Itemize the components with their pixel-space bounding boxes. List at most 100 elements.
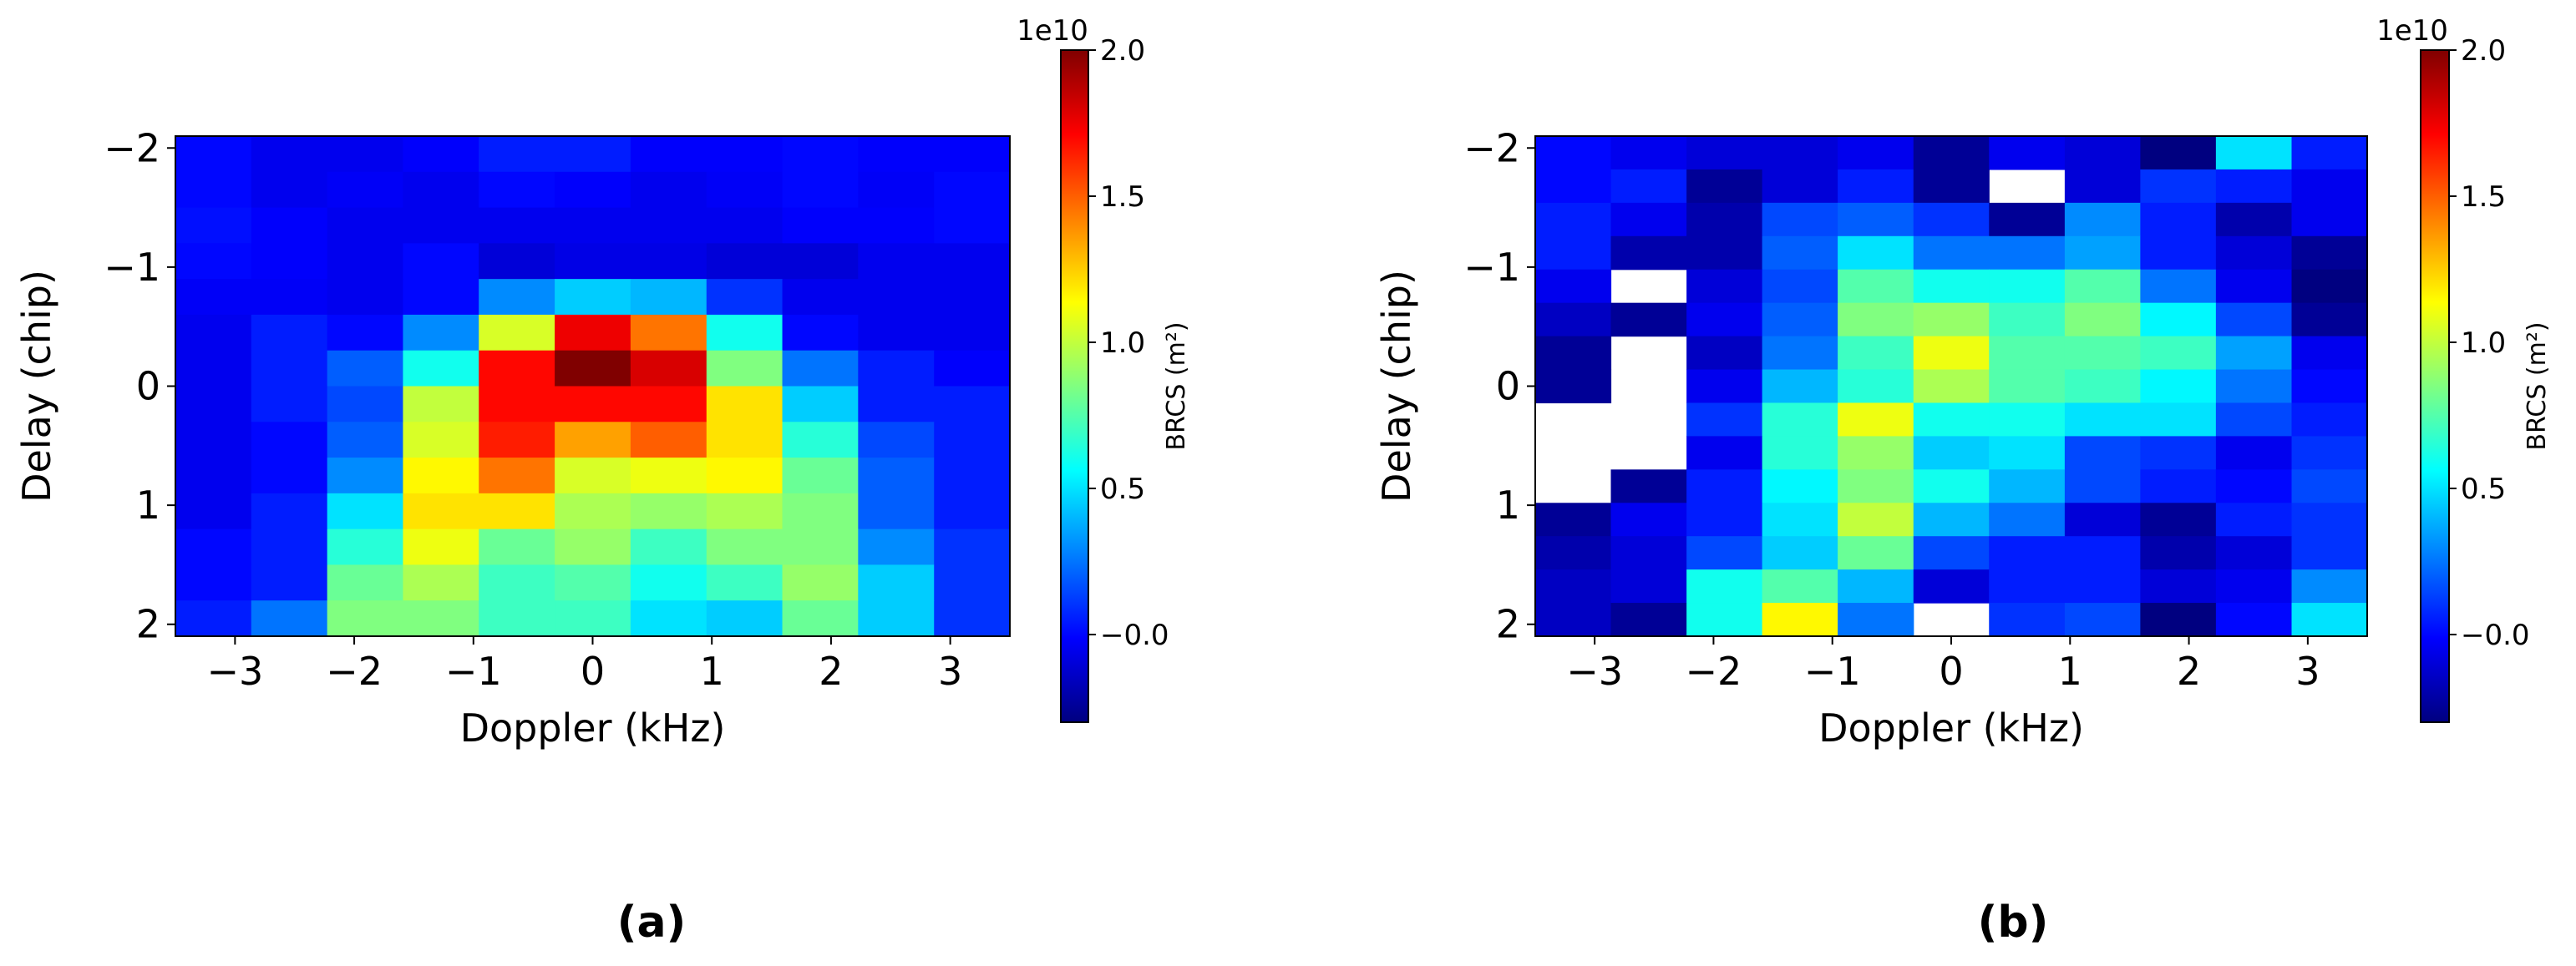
heatmap-cell [934, 314, 1011, 352]
heatmap-cell [934, 458, 1011, 494]
heatmap-cell [782, 350, 859, 387]
y-axis-label: Delay (chip) [14, 270, 59, 503]
heatmap-cell [175, 171, 252, 209]
colorbar-offset-text: 1e10 [2376, 14, 2448, 48]
heatmap-cell [1838, 369, 1914, 404]
colorbar-tick-label: 1.5 [1100, 180, 1145, 214]
y-tick-label: 1 [1496, 483, 1520, 528]
heatmap-cell [1762, 603, 1838, 637]
x-tick-label: 1 [2058, 649, 2082, 694]
heatmap-cell [2064, 235, 2141, 271]
heatmap-cell [403, 422, 479, 458]
x-tick-label: −3 [1566, 649, 1623, 694]
heatmap-cell [2215, 436, 2293, 470]
heatmap-cell [2215, 369, 2293, 404]
heatmap-cell [934, 243, 1011, 280]
heatmap-cell [2064, 536, 2141, 570]
heatmap-cell [403, 243, 479, 280]
colorbar-tick-label: 2.0 [2461, 34, 2506, 68]
heatmap-cell [630, 207, 707, 244]
heatmap-cell [479, 529, 555, 566]
heatmap-cell [1535, 269, 1612, 304]
heatmap-cell [706, 136, 783, 173]
heatmap-cell [1610, 302, 1687, 337]
heatmap-cell [630, 314, 707, 352]
heatmap-cell [630, 564, 707, 601]
heatmap-cell [1535, 503, 1612, 537]
heatmap-cell [1535, 235, 1612, 271]
x-tick-label: −1 [445, 649, 502, 694]
heatmap-cell [1838, 169, 1914, 204]
heatmap-cell [1610, 136, 1687, 170]
heatmap-cell [1610, 235, 1687, 271]
x-tick-label: 1 [700, 649, 724, 694]
heatmap-cell [1535, 536, 1612, 570]
heatmap-cell [782, 171, 859, 209]
heatmap-cell [555, 350, 631, 387]
heatmap-cell [1838, 469, 1914, 503]
heatmap-cell [2064, 136, 2141, 170]
heatmap-cell [1913, 136, 1990, 170]
heatmap-cell [327, 493, 404, 530]
heatmap-cell [2064, 302, 2141, 337]
heatmap-cell [782, 314, 859, 352]
x-tick-label: −2 [1686, 649, 1742, 694]
colorbar-tick-label: 1.0 [1100, 326, 1145, 360]
heatmap-cell [555, 243, 631, 280]
heatmap-cell [555, 386, 631, 422]
heatmap-cell [858, 279, 935, 316]
heatmap-cell [555, 171, 631, 209]
heatmap-cell [1913, 269, 1990, 304]
heatmap-cell [1686, 336, 1763, 371]
heatmap-cell [1535, 603, 1612, 637]
heatmap-cell [555, 314, 631, 352]
heatmap-cell [630, 243, 707, 280]
heatmap-cell [1838, 336, 1914, 371]
y-tick-label: −1 [1463, 245, 1520, 290]
heatmap-cell [1838, 235, 1914, 271]
heatmap-cell [1610, 569, 1687, 604]
heatmap-cell [782, 493, 859, 530]
y-tick-label: 0 [136, 364, 160, 409]
heatmap-cell [1535, 202, 1612, 237]
heatmap-cell [1535, 369, 1612, 404]
heatmap-cell [1686, 469, 1763, 503]
heatmap-cell [1762, 269, 1838, 304]
heatmap-cell [782, 422, 859, 458]
colorbar-tick-label: 2.0 [1100, 34, 1145, 68]
panel-label: (b) [1978, 898, 2049, 948]
heatmap-cell [2215, 235, 2293, 271]
heatmap-cell [1610, 202, 1687, 237]
heatmap-cell [858, 171, 935, 209]
heatmap-cell [403, 279, 479, 316]
heatmap-cell [1762, 136, 1838, 170]
heatmap-cell [1838, 436, 1914, 470]
heatmap-cell [2140, 336, 2217, 371]
heatmap-cell [858, 564, 935, 601]
heatmap-cell [630, 529, 707, 566]
heatmap-cell [175, 386, 252, 422]
heatmap-cell [1913, 369, 1990, 404]
heatmap-cell [706, 243, 783, 280]
heatmap-cell [175, 136, 252, 173]
heatmap-cell [934, 386, 1011, 422]
heatmap-cell [630, 493, 707, 530]
heatmap-cell [2291, 402, 2368, 437]
heatmap-cell [1989, 369, 2066, 404]
heatmap-cell [1535, 336, 1612, 371]
heatmap-cell [858, 136, 935, 173]
heatmap-cell [2215, 136, 2293, 170]
heatmap-cell [175, 207, 252, 244]
heatmap-cell [251, 136, 328, 173]
heatmap-cell [1686, 569, 1763, 604]
heatmap-cell [2215, 269, 2293, 304]
heatmap-cell [479, 314, 555, 352]
heatmap-cell [1762, 436, 1838, 470]
heatmap-cell [2291, 202, 2368, 237]
heatmap-cell [1838, 269, 1914, 304]
colorbar-label: BRCS (m²) [2523, 321, 2552, 450]
heatmap-cell [934, 564, 1011, 601]
heatmap-cell [2064, 369, 2141, 404]
heatmap-cell [2064, 269, 2141, 304]
